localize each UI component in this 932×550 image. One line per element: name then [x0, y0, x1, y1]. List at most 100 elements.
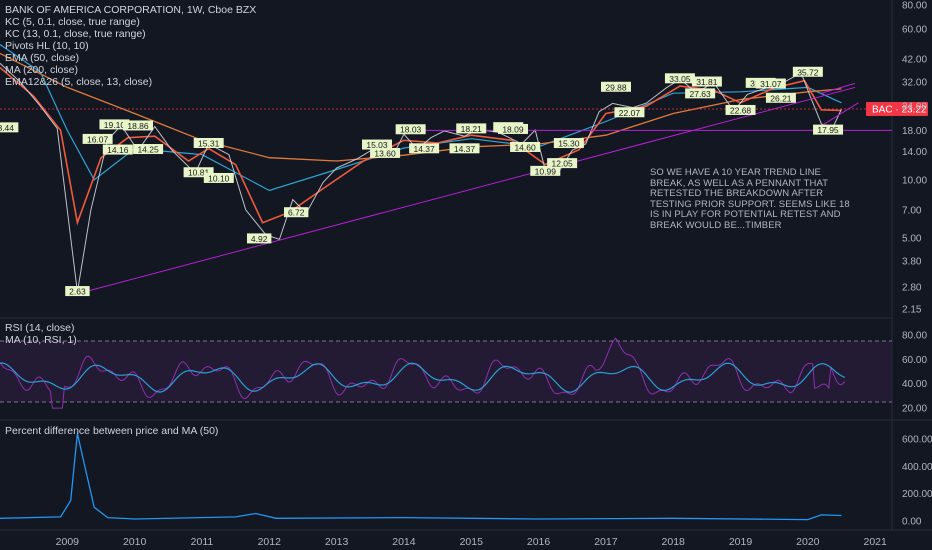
price-tick-label: 7.00	[902, 205, 922, 216]
price-tick-label: 10.00	[902, 175, 927, 186]
pivot-label-box	[65, 286, 90, 297]
price-tag	[866, 101, 928, 116]
time-tick-label: 2020	[796, 536, 820, 548]
legend-kc-13[interactable]: KC (13, 0.1, close, true range)	[5, 28, 146, 40]
rsi-tick-label: 20.00	[902, 404, 927, 415]
pivot-label: 31.07	[760, 79, 782, 89]
price-tick-label: 14.00	[902, 147, 927, 158]
rsi-band	[0, 341, 892, 402]
trend-line	[73, 86, 856, 296]
pivot-label: 15.30	[558, 139, 580, 149]
pivot-label: 14.25	[137, 145, 159, 155]
pivot-label: 14.16	[107, 145, 129, 155]
pivot-label: 4.92	[251, 234, 268, 244]
pivot-label-box	[99, 119, 130, 130]
time-tick-label: 2017	[594, 536, 618, 548]
pivot-label: 18.21	[461, 124, 483, 134]
pct-legend[interactable]: Percent difference between price and MA …	[5, 425, 219, 437]
price-tick-label: 42.00	[902, 55, 927, 66]
pivot-label: 14.37	[413, 144, 435, 154]
legend-kc-5[interactable]: KC (5, 0.1, close, true range)	[5, 16, 140, 28]
legend-ema12-26[interactable]: EMA12&26 (5, close, 13, close)	[5, 76, 153, 88]
pivot-label-box	[395, 124, 426, 135]
pivot-label: 26.21	[770, 93, 792, 103]
rsi-tick-label: 40.00	[902, 379, 927, 390]
pivot-label-box	[0, 122, 19, 133]
price-tick-label: 2.80	[902, 282, 922, 293]
price-tick-label: 18.00	[902, 126, 927, 137]
price-tick-label: 60.00	[902, 25, 927, 36]
pivot-label-box	[685, 88, 716, 99]
pivot-label-box	[246, 233, 272, 244]
pennant-upper	[821, 82, 856, 94]
pennant-lower	[821, 102, 859, 127]
pivot-label: 15.03	[366, 140, 388, 150]
pivot-label: 35.72	[797, 67, 819, 77]
legend-ema50[interactable]: EMA (50, close)	[5, 52, 80, 64]
pivot-label: 27.63	[689, 89, 711, 99]
pivot-label-box	[102, 144, 133, 155]
pivot-label-box	[691, 76, 722, 87]
pivot-label-box	[530, 165, 561, 176]
pivot-label: 2.63	[69, 287, 86, 297]
pct-tick-label: 600.00	[902, 435, 932, 446]
rsi-ma-line	[0, 362, 846, 393]
pivot-label: 14.37	[454, 144, 476, 154]
legend-pivots[interactable]: Pivots HL (10, 10)	[5, 40, 89, 52]
price-tick-label: 32.00	[902, 78, 927, 89]
pct-tick-label: 200.00	[902, 489, 932, 500]
pivot-label-box	[456, 123, 487, 134]
pivot-label: 12.05	[551, 159, 573, 169]
pivot-label: 22.68	[730, 105, 752, 115]
time-tick-label: 2015	[460, 536, 484, 548]
pivot-label-box	[725, 104, 756, 115]
pivot-label-box	[497, 123, 528, 134]
pivot-label: 10.81	[188, 168, 210, 178]
pivot-label: 33.05	[669, 74, 691, 84]
price-tick-label: 80.00	[902, 1, 927, 12]
rsi-ma-legend[interactable]: MA (10, RSI, 1)	[5, 334, 77, 346]
price-tick-label: 5.00	[902, 234, 922, 245]
time-tick-label: 2012	[258, 536, 282, 548]
pivot-label-box	[553, 138, 584, 149]
rsi-tick-label: 60.00	[902, 355, 927, 366]
pct-tick-label: 400.00	[902, 462, 932, 473]
pivot-label: 6.72	[288, 208, 305, 218]
pivot-label: 19.10	[104, 120, 126, 130]
price-tick-label: 24.00	[902, 102, 927, 113]
time-tick-label: 2021	[863, 536, 887, 548]
pivot-label: 18.09	[502, 124, 524, 134]
pivot-label-box	[547, 158, 578, 169]
price-tick-label: 2.15	[902, 305, 922, 316]
time-tick-label: 2014	[392, 536, 416, 548]
pivot-label-box	[449, 143, 480, 154]
rsi-legend[interactable]: RSI (14, close)	[5, 322, 75, 334]
time-tick-label: 2019	[729, 536, 753, 548]
analysis-note: SO WE HAVE A 10 YEAR TREND LINE BREAK, A…	[650, 167, 850, 231]
time-tick-label: 2016	[527, 536, 551, 548]
pivot-label-box	[183, 167, 214, 178]
time-tick-label: 2018	[662, 536, 686, 548]
legend-ma200[interactable]: MA (200, close)	[5, 64, 78, 76]
pivot-label: 22.07	[619, 108, 641, 118]
pivot-label: 16.07	[87, 134, 109, 144]
pct-tick-label: 0.00	[902, 517, 922, 528]
rsi-tick-label: 80.00	[902, 330, 927, 341]
pivot-label-box	[82, 133, 113, 144]
time-tick-label: 2010	[123, 536, 147, 548]
pivot-label-box	[361, 139, 392, 150]
pivot-label-box	[510, 141, 541, 152]
pivot-label-box	[755, 78, 786, 89]
time-tick-label: 2011	[191, 536, 214, 548]
pivot-label: 18.44	[0, 123, 14, 133]
pivot-label: 10.99	[535, 166, 557, 176]
pivot-label-box	[123, 120, 154, 131]
chart-title: BANK OF AMERICA CORPORATION, 1W, Cboe BZ…	[5, 4, 257, 16]
pivot-label-box	[664, 73, 695, 84]
pivot-label: 31.81	[696, 77, 718, 87]
pivot-label: 15.31	[198, 138, 220, 148]
time-tick-label: 2009	[56, 536, 80, 548]
pivot-label-box	[792, 66, 823, 77]
pivot-label-box	[193, 137, 224, 148]
price-tag-label: BAC · 23.22	[872, 104, 927, 115]
